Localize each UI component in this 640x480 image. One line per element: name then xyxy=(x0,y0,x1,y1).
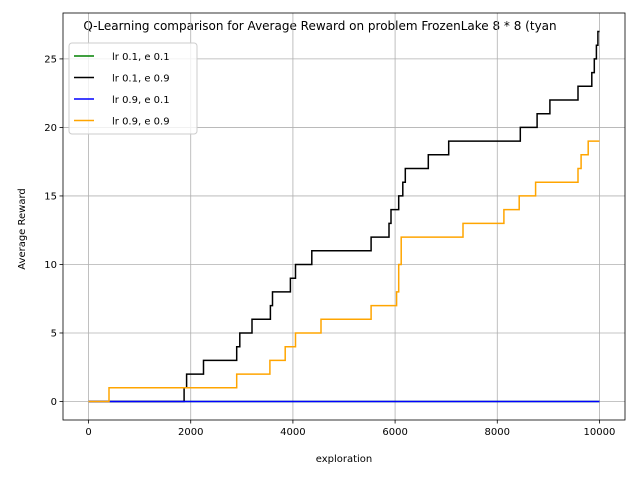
series-group xyxy=(88,30,600,403)
x-axis-label: exploration xyxy=(316,454,373,465)
legend-label: lr 0.9, e 0.9 xyxy=(112,117,170,128)
x-tick-label: 4000 xyxy=(280,427,305,438)
x-axis: 0 2000 4000 6000 8000 10000 xyxy=(85,420,615,438)
x-tick-label: 0 xyxy=(85,427,91,438)
chart-title: Q-Learning comparison for Average Reward… xyxy=(83,19,556,33)
x-tick-label: 6000 xyxy=(382,427,407,438)
y-tick-label: 5 xyxy=(51,328,57,339)
legend-box xyxy=(68,42,198,135)
series-line-2 xyxy=(88,30,600,403)
y-tick-label: 20 xyxy=(44,123,57,134)
y-tick-label: 15 xyxy=(44,191,57,202)
legend-label: lr 0.1, e 0.9 xyxy=(112,74,170,85)
x-tick-label: 10000 xyxy=(584,427,616,438)
y-axis: 0 5 10 15 20 25 xyxy=(44,54,63,408)
series-line-4 xyxy=(88,140,600,403)
y-tick-label: 25 xyxy=(44,54,57,65)
legend: lr 0.1, e 0.1 lr 0.1, e 0.9 lr 0.9, e 0.1 l… xyxy=(68,42,198,135)
x-tick-label: 8000 xyxy=(485,427,510,438)
y-axis-label: Average Reward xyxy=(17,188,28,269)
plot-frame xyxy=(62,12,626,421)
y-tick-label: 0 xyxy=(51,397,57,408)
legend-label: lr 0.1, e 0.1 xyxy=(112,52,170,63)
y-tick-label: 10 xyxy=(44,260,57,271)
legend-label: lr 0.9, e 0.1 xyxy=(112,95,170,106)
x-tick-label: 2000 xyxy=(178,427,203,438)
